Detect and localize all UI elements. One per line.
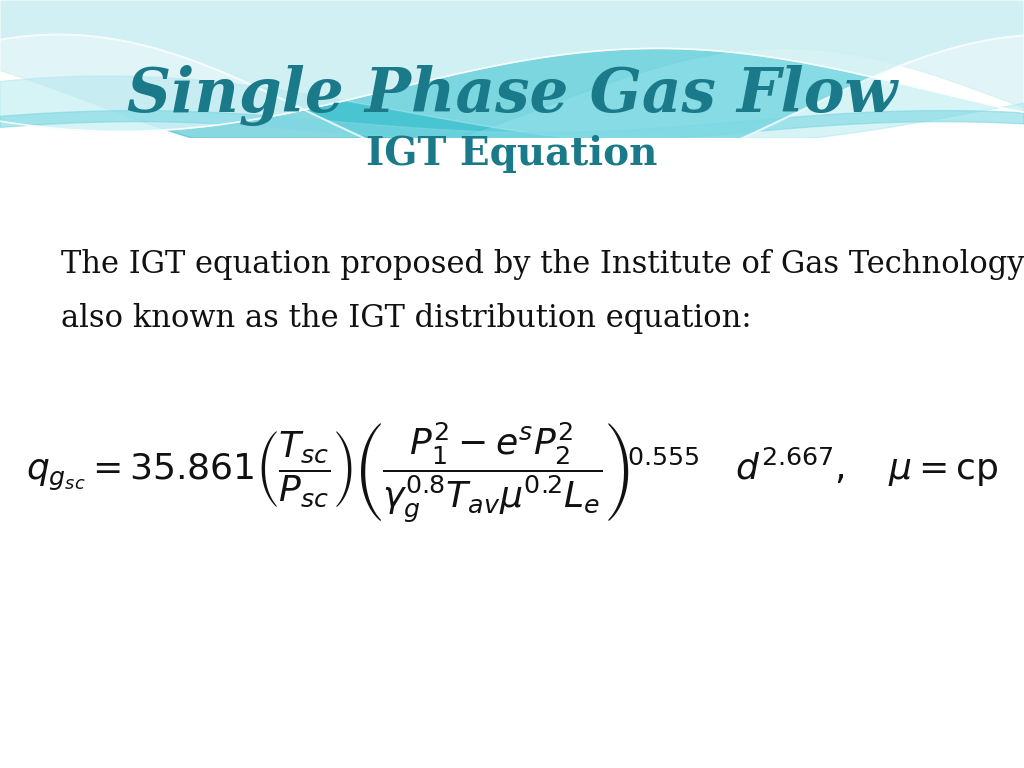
Text: IGT Equation: IGT Equation [367, 134, 657, 173]
Text: Single Phase Gas Flow: Single Phase Gas Flow [127, 65, 897, 127]
Text: also known as the IGT distribution equation:: also known as the IGT distribution equat… [61, 303, 752, 334]
Text: The IGT equation proposed by the Institute of Gas Technology is: The IGT equation proposed by the Institu… [61, 250, 1024, 280]
Text: $q_{g_{sc}} = 35.861\left(\dfrac{T_{sc}}{P_{sc}}\right)\left(\dfrac{P_1^2 - e^s : $q_{g_{sc}} = 35.861\left(\dfrac{T_{sc}}… [26, 420, 998, 525]
